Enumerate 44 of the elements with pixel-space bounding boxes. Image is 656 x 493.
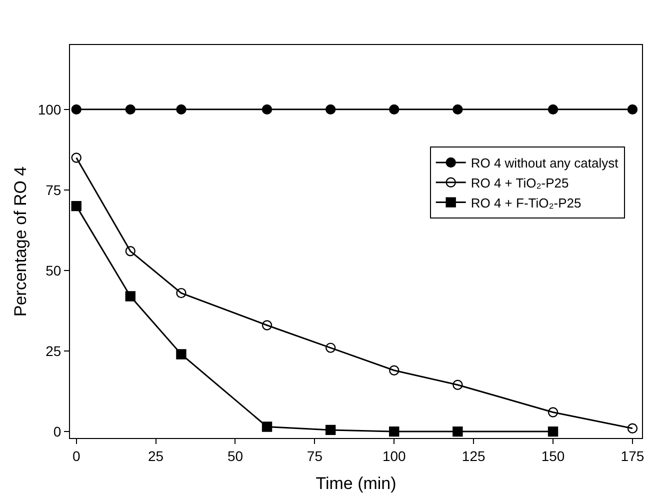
x-tick-label: 175 (620, 448, 644, 464)
point (627, 104, 638, 115)
point (548, 407, 558, 418)
point (71, 200, 82, 212)
legend-label: RO 4 without any catalyst (470, 156, 619, 171)
y-axis-title: Percentage of RO 4 (11, 166, 30, 317)
point (176, 104, 186, 115)
y-tick-label: 100 (38, 101, 62, 118)
point (71, 152, 82, 163)
x-axis-title: Time (min) (316, 474, 396, 493)
point (125, 291, 136, 302)
y-tick-label: 25 (46, 342, 62, 359)
point (325, 424, 336, 436)
point (262, 104, 272, 115)
point (71, 104, 82, 115)
y-tick-label: 0 (53, 423, 62, 440)
point (125, 246, 136, 256)
point (452, 426, 463, 437)
legend-label: RO 4 + TiO₂-P25 (470, 175, 569, 190)
point (627, 423, 638, 434)
point (548, 104, 558, 115)
point (389, 104, 400, 115)
x-tick-label: 125 (462, 448, 486, 464)
x-tick-label: 0 (72, 448, 80, 464)
point (389, 365, 400, 376)
x-tick-label: 25 (148, 448, 164, 464)
x-tick-label: 100 (382, 448, 406, 464)
point (548, 426, 558, 437)
x-tick-label: 150 (541, 448, 565, 464)
point (452, 380, 463, 390)
legend-label: RO 4 + F-TiO₂-P25 (470, 195, 582, 210)
point (262, 422, 272, 432)
point (389, 426, 400, 437)
point (262, 320, 272, 330)
point (325, 342, 336, 353)
point (325, 104, 336, 115)
point (176, 288, 186, 298)
x-tick-label: 50 (227, 448, 244, 464)
point (176, 349, 186, 360)
point (125, 104, 136, 115)
y-tick-label: 75 (46, 182, 62, 198)
x-tick-label: 75 (306, 448, 323, 464)
y-tick-label: 50 (46, 262, 62, 278)
point (452, 104, 463, 115)
